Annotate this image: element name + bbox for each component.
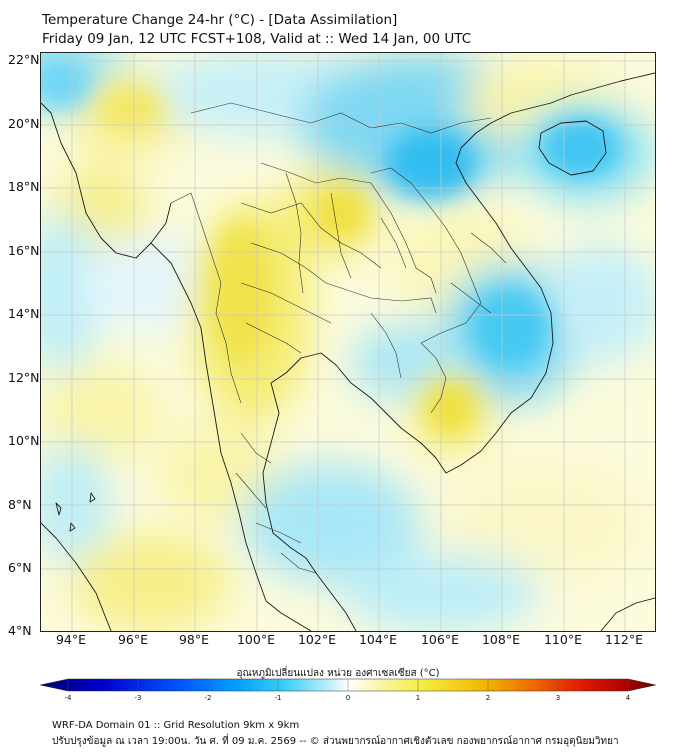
lon-label-98e: 98°E <box>178 632 210 647</box>
colorbar-tick: -1 <box>274 694 282 702</box>
lat-label-20n: 20°N <box>8 116 40 131</box>
lon-label-112e: 112°E <box>604 632 643 647</box>
colorbar-tick: -3 <box>134 694 142 702</box>
lon-label-108e: 108°E <box>481 632 520 647</box>
footer-model-info: WRF-DA Domain 01 :: Grid Resolution 9km … <box>52 720 300 731</box>
lon-label-110e: 110°E <box>543 632 582 647</box>
lat-label-18n: 18°N <box>8 179 40 194</box>
map-canvas <box>41 53 655 631</box>
colorbar-tick: -2 <box>204 694 212 702</box>
colorbar <box>40 678 656 692</box>
lon-label-96e: 96°E <box>117 632 149 647</box>
map-title: Temperature Change 24-hr (°C) - [Data As… <box>42 12 398 28</box>
lat-label-8n: 8°N <box>8 497 32 512</box>
colorbar-tick: 2 <box>485 694 491 702</box>
lat-label-22n: 22°N <box>8 52 40 67</box>
lon-label-94e: 94°E <box>55 632 87 647</box>
footer-credit: ปรับปรุงข้อมูล ณ เวลา 19:00น. วัน ศ. ที่… <box>52 736 619 747</box>
lat-label-6n: 6°N <box>8 560 32 575</box>
colorbar-divisions <box>67 679 629 691</box>
colorbar-tick: -4 <box>64 694 72 702</box>
colorbar-tick: 3 <box>555 694 561 702</box>
coastlines <box>41 72 655 631</box>
lat-label-16n: 16°N <box>8 243 40 258</box>
colorbar-tick: 4 <box>625 694 631 702</box>
colorbar-title: อุณหภูมิเปลี่ยนแปลง หน่วย องศาเซลเซียส (… <box>236 668 440 679</box>
lat-label-14n: 14°N <box>8 306 40 321</box>
colorbar-tick: 0 <box>345 694 351 702</box>
colorbar-tick: 1 <box>415 694 421 702</box>
lat-label-4n: 4°N <box>8 623 32 638</box>
lon-label-100e: 100°E <box>236 632 275 647</box>
borders <box>170 102 507 574</box>
lon-label-106e: 106°E <box>420 632 459 647</box>
lat-label-10n: 10°N <box>8 433 40 448</box>
map-subtitle: Friday 09 Jan, 12 UTC FCST+108, Valid at… <box>42 31 472 47</box>
anomaly-field-cores <box>41 58 621 433</box>
lon-label-104e: 104°E <box>358 632 397 647</box>
lat-label-12n: 12°N <box>8 370 40 385</box>
temperature-change-map[interactable] <box>40 52 656 632</box>
lon-label-102e: 102°E <box>297 632 336 647</box>
